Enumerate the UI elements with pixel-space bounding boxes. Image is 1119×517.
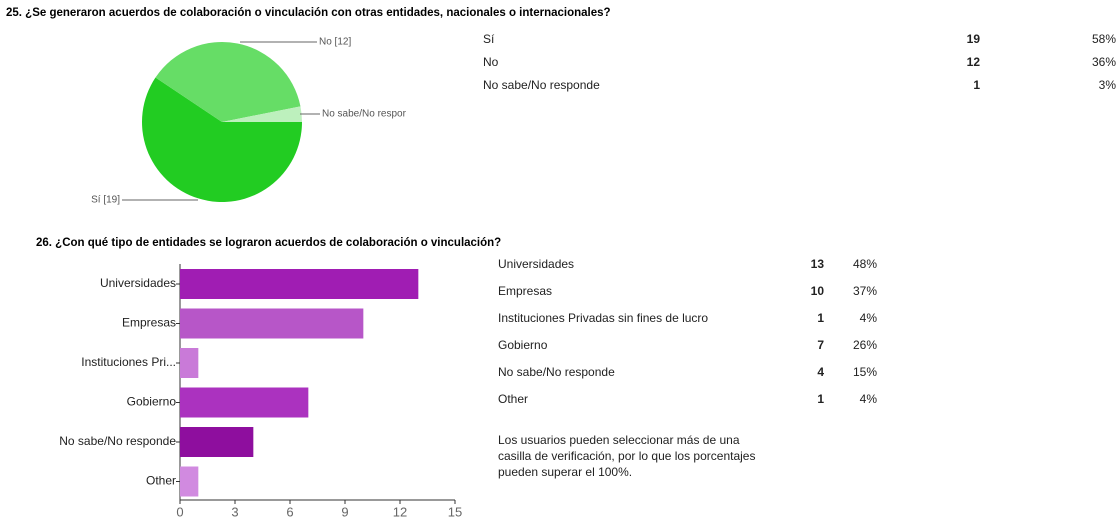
- row-percent: 58%: [1092, 32, 1116, 46]
- row-label: No sabe/No responde: [498, 365, 615, 379]
- slice-label: No sabe/No respor: [322, 109, 407, 120]
- y-tick-label: Other: [146, 474, 176, 488]
- row-percent: 48%: [853, 257, 877, 271]
- row-label: Instituciones Privadas sin fines de lucr…: [498, 311, 708, 325]
- row-count: 1: [817, 311, 824, 325]
- row-percent: 4%: [860, 392, 878, 406]
- row-label: Gobierno: [498, 338, 548, 352]
- row-label: Universidades: [498, 257, 574, 271]
- row-label: Other: [498, 392, 528, 406]
- row-count: 1: [817, 392, 824, 406]
- row-percent: 37%: [853, 284, 877, 298]
- row-label: No: [483, 55, 499, 69]
- pie-slice: [142, 77, 302, 202]
- y-tick-label: Instituciones Pri...: [81, 355, 176, 369]
- pie-slice: [222, 106, 302, 122]
- x-tick-label: 6: [286, 504, 293, 517]
- row-label: Empresas: [498, 284, 552, 298]
- slice-label: Sí [19]: [91, 195, 120, 206]
- row-count: 7: [817, 338, 824, 352]
- bar: [180, 348, 199, 378]
- pie-slice: [155, 41, 301, 122]
- x-tick-label: 12: [393, 504, 407, 517]
- row-count: 10: [811, 284, 825, 298]
- bar: [180, 269, 419, 299]
- row-label: Sí: [483, 32, 495, 46]
- row-count: 12: [967, 55, 981, 69]
- note: casilla de verificación, por lo que los …: [498, 449, 755, 463]
- row-count: 19: [967, 32, 981, 46]
- note: Los usuarios pueden seleccionar más de u…: [498, 433, 740, 447]
- row-percent: 26%: [853, 338, 877, 352]
- question-title: 25. ¿Se generaron acuerdos de colaboraci…: [6, 7, 611, 19]
- y-tick-label: No sabe/No responde: [59, 434, 176, 448]
- y-tick-label: Gobierno: [127, 395, 177, 409]
- y-tick-label: Empresas: [122, 316, 176, 330]
- row-percent: 3%: [1099, 78, 1117, 92]
- row-percent: 36%: [1092, 55, 1116, 69]
- note: pueden superar el 100%.: [498, 465, 632, 479]
- bar: [180, 387, 309, 418]
- x-tick-label: 3: [231, 504, 238, 517]
- question-title: 26. ¿Con qué tipo de entidades se lograr…: [36, 237, 501, 249]
- slice-label: No [12]: [319, 37, 351, 48]
- x-tick-label: 15: [448, 504, 462, 517]
- bar: [180, 466, 199, 497]
- x-tick-label: 0: [176, 504, 183, 517]
- row-percent: 15%: [853, 365, 877, 379]
- row-label: No sabe/No responde: [483, 78, 600, 92]
- row-count: 1: [973, 78, 980, 92]
- row-count: 13: [811, 257, 825, 271]
- y-tick-label: Universidades: [100, 276, 176, 290]
- row-percent: 4%: [860, 311, 878, 325]
- row-count: 4: [817, 365, 824, 379]
- bar: [180, 427, 254, 457]
- bar: [180, 308, 364, 339]
- x-tick-label: 9: [341, 504, 348, 517]
